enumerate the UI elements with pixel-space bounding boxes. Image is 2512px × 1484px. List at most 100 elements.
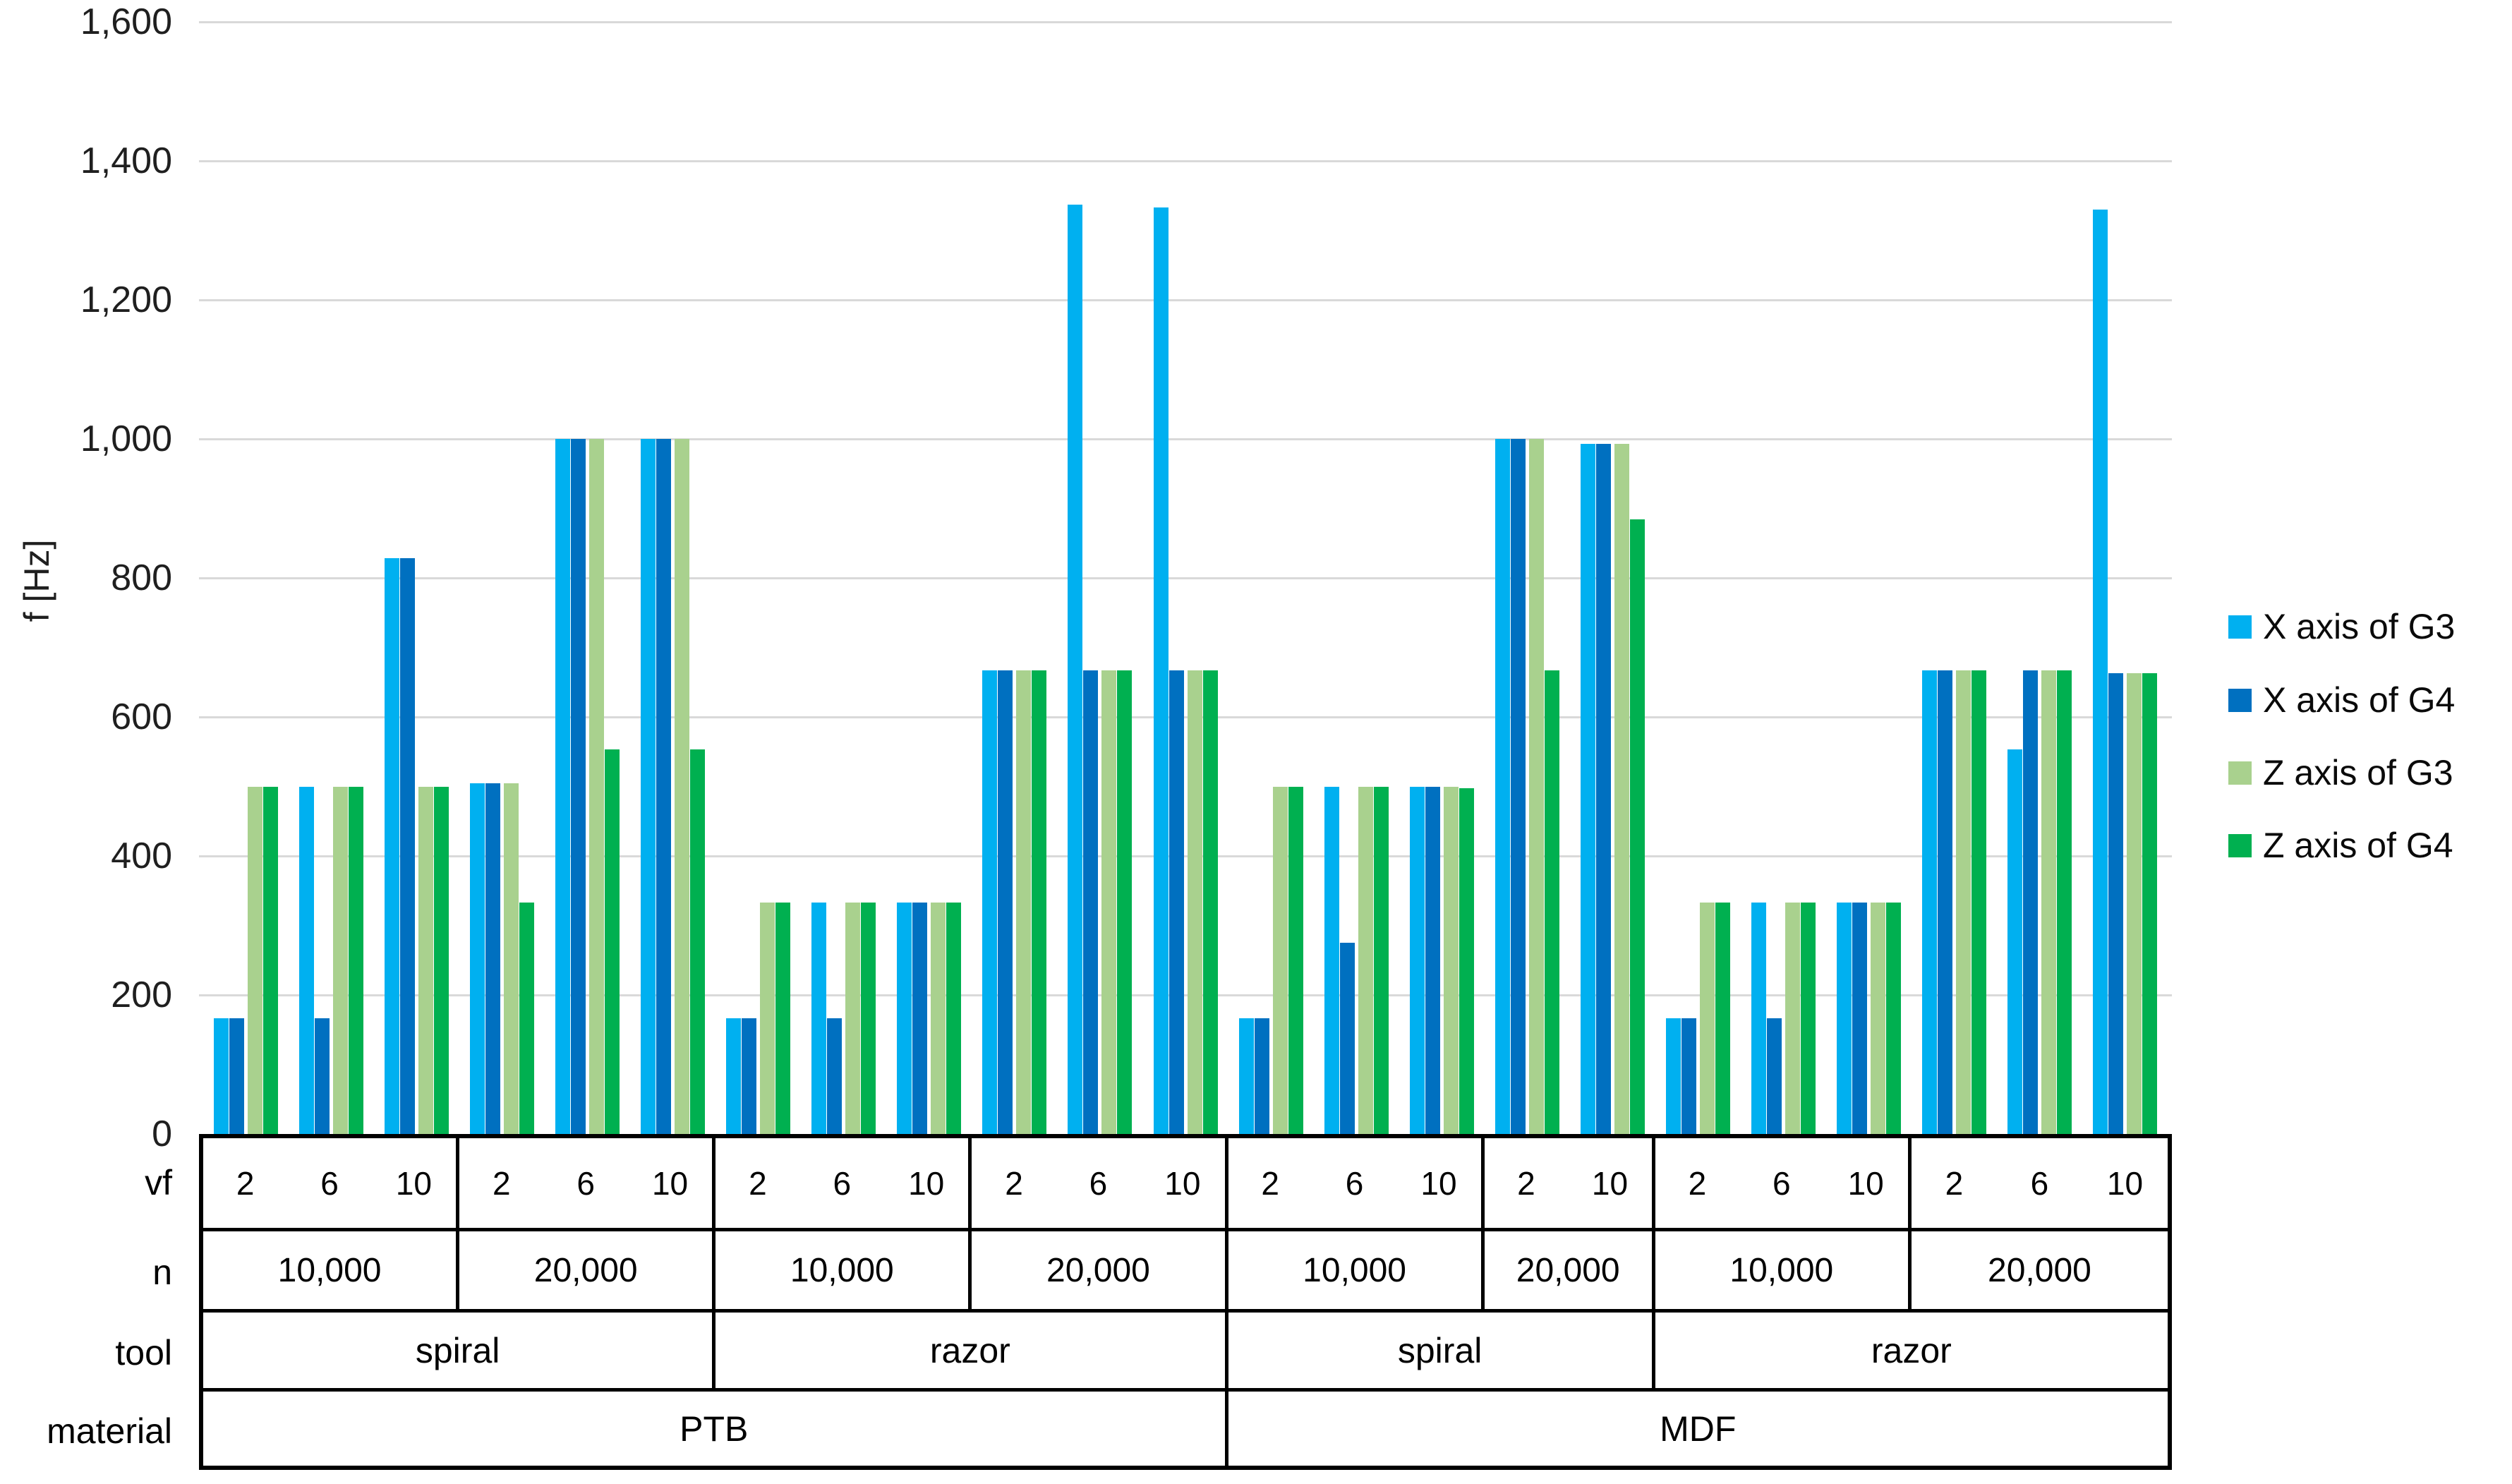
- bar-z-axis-of-g4: [605, 749, 620, 1134]
- y-axis-tick-label: 800: [111, 557, 172, 598]
- bar-x-axis-of-g4: [1254, 1018, 1269, 1134]
- bar-z-axis-of-g4: [690, 749, 706, 1134]
- bar-z-axis-of-g3: [248, 786, 263, 1134]
- vf-value: 6: [1345, 1164, 1364, 1202]
- bar-z-axis-of-g3: [675, 439, 690, 1134]
- bar-x-axis-of-g3: [470, 783, 485, 1134]
- vf-value: 6: [833, 1164, 852, 1202]
- bar-x-axis-of-g4: [1766, 1018, 1782, 1134]
- vf-cell: 2 6 10: [459, 1138, 716, 1231]
- bar-x-axis-of-g3: [1494, 439, 1510, 1134]
- gridline: [199, 716, 2172, 718]
- vf-value: 2: [1261, 1164, 1279, 1202]
- bar-z-axis-of-g4: [946, 902, 962, 1134]
- vf-value: 10: [1591, 1164, 1629, 1202]
- bar-x-axis-of-g3: [897, 902, 912, 1134]
- bar-x-axis-of-g3: [1324, 786, 1339, 1134]
- bar-z-axis-of-g3: [1016, 670, 1032, 1134]
- bar-x-axis-of-g3: [2092, 209, 2108, 1134]
- vf-value: 2: [1945, 1164, 1964, 1202]
- y-axis-tick-label: 200: [111, 975, 172, 1015]
- bar-z-axis-of-g4: [1800, 902, 1816, 1134]
- gridline: [199, 20, 2172, 23]
- legend-label: X axis of G3: [2263, 607, 2456, 646]
- vf-value: 6: [576, 1164, 595, 1202]
- gridline: [199, 994, 2172, 996]
- bar-x-axis-of-g3: [1068, 205, 1083, 1134]
- y-axis-tick-label: 0: [152, 1114, 172, 1154]
- material-value: PTB: [680, 1408, 749, 1449]
- vf-value: 2: [1517, 1164, 1535, 1202]
- bar-z-axis-of-g3: [845, 902, 861, 1134]
- bar-z-axis-of-g4: [1629, 519, 1645, 1134]
- gridline: [199, 577, 2172, 579]
- bar-x-axis-of-g4: [400, 558, 416, 1134]
- vf-value: 6: [2030, 1164, 2049, 1202]
- bar-z-axis-of-g4: [1373, 786, 1389, 1134]
- vf-value: 6: [320, 1164, 339, 1202]
- bar-x-axis-of-g3: [2007, 749, 2022, 1134]
- bar-x-axis-of-g4: [827, 1018, 843, 1134]
- bar-x-axis-of-g3: [299, 786, 315, 1134]
- tool-value: spiral: [1397, 1330, 1483, 1370]
- n-cell: 10,000: [203, 1231, 460, 1313]
- bar-z-axis-of-g4: [861, 902, 876, 1134]
- vf-value: 2: [1688, 1164, 1707, 1202]
- bar-x-axis-of-g4: [656, 439, 672, 1134]
- material-cell: MDF: [1228, 1392, 2168, 1466]
- bar-z-axis-of-g4: [519, 902, 535, 1134]
- vf-cell: 2 6 10: [1228, 1138, 1485, 1231]
- bar-x-axis-of-g4: [571, 439, 586, 1134]
- y-axis-tick-label: 1,400: [80, 140, 172, 181]
- bar-z-axis-of-g3: [1955, 670, 1971, 1134]
- bar-z-axis-of-g4: [1202, 670, 1218, 1134]
- tool-value: spiral: [415, 1330, 500, 1370]
- legend-swatch-icon: [2228, 761, 2252, 785]
- legend-item: X axis of G4: [2228, 679, 2455, 721]
- bar-x-axis-of-g4: [1425, 786, 1440, 1134]
- bar-z-axis-of-g3: [1101, 670, 1117, 1134]
- legend-item: X axis of G3: [2228, 605, 2455, 648]
- tool-value: razor: [1871, 1330, 1952, 1370]
- row-label-n: n: [152, 1253, 172, 1292]
- bar-z-axis-of-g4: [349, 786, 364, 1134]
- bar-x-axis-of-g3: [1751, 902, 1766, 1134]
- n-cell: 20,000: [1911, 1231, 2168, 1313]
- bar-z-axis-of-g4: [775, 902, 791, 1134]
- bar-z-axis-of-g4: [1885, 902, 1901, 1134]
- tool-cell: razor: [715, 1313, 1228, 1392]
- vf-value: 6: [1089, 1164, 1108, 1202]
- y-axis-tick-label: 1,600: [80, 1, 172, 42]
- vf-value: 10: [395, 1164, 433, 1202]
- legend-item: Z axis of G4: [2228, 824, 2453, 867]
- bar-z-axis-of-g4: [1544, 670, 1559, 1134]
- bar-z-axis-of-g4: [1715, 902, 1730, 1134]
- bar-z-axis-of-g3: [589, 439, 605, 1134]
- bar-z-axis-of-g3: [418, 786, 434, 1134]
- bar-x-axis-of-g4: [2108, 672, 2123, 1134]
- bar-z-axis-of-g3: [1443, 786, 1459, 1134]
- vf-value: 2: [236, 1164, 255, 1202]
- n-value: 20,000: [1516, 1251, 1620, 1289]
- bar-z-axis-of-g3: [504, 783, 519, 1134]
- y-axis-tick-label: 400: [111, 835, 172, 876]
- bar-x-axis-of-g4: [1169, 670, 1184, 1134]
- row-label-material: material: [47, 1411, 172, 1451]
- material-value: MDF: [1660, 1408, 1737, 1449]
- vf-cell: 2 10: [1484, 1138, 1655, 1231]
- bar-x-axis-of-g3: [811, 902, 827, 1134]
- bar-x-axis-of-g3: [385, 558, 400, 1134]
- bar-x-axis-of-g3: [1665, 1018, 1681, 1134]
- bar-z-axis-of-g3: [931, 902, 946, 1134]
- bar-z-axis-of-g3: [1358, 786, 1373, 1134]
- vf-cell: 2 6 10: [1911, 1138, 2168, 1231]
- n-cell: 20,000: [972, 1231, 1228, 1313]
- vf-value: 2: [1005, 1164, 1023, 1202]
- vf-cell: 2 6 10: [203, 1138, 460, 1231]
- gridline: [199, 438, 2172, 440]
- bar-z-axis-of-g4: [1459, 788, 1474, 1134]
- material-cell: PTB: [203, 1392, 1228, 1466]
- gridline: [199, 159, 2172, 162]
- bar-x-axis-of-g3: [1921, 670, 1937, 1134]
